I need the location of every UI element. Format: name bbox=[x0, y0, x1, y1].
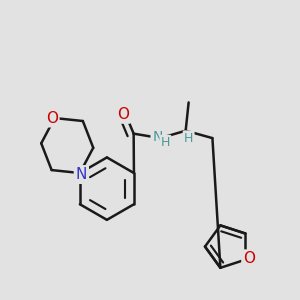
Text: N: N bbox=[152, 130, 163, 144]
Text: H: H bbox=[184, 132, 193, 145]
Text: O: O bbox=[46, 110, 58, 125]
Text: H: H bbox=[161, 136, 170, 149]
Text: O: O bbox=[243, 251, 255, 266]
Text: N: N bbox=[76, 167, 87, 182]
Text: O: O bbox=[117, 107, 129, 122]
